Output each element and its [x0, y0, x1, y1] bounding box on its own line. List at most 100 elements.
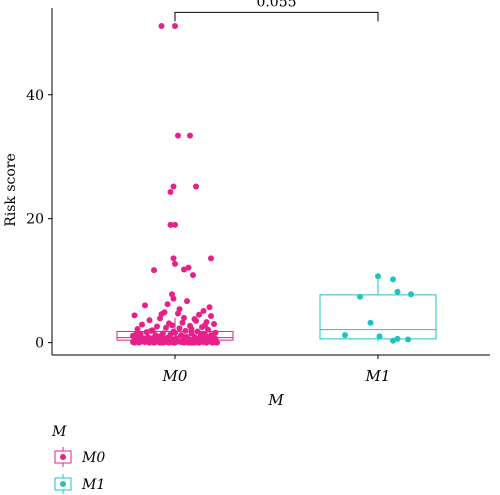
data-point — [211, 321, 217, 328]
data-point — [181, 314, 187, 321]
data-point — [390, 276, 396, 283]
y-tick-label: 20 — [26, 212, 44, 228]
data-point — [205, 326, 211, 333]
data-point — [158, 22, 165, 29]
data-point — [390, 337, 396, 344]
legend-item-m0: M0 — [54, 447, 105, 467]
data-point — [134, 325, 141, 332]
legend-item-label: M0 — [81, 450, 105, 466]
data-point — [136, 339, 142, 346]
data-point — [185, 264, 192, 271]
legend: M M0 M1 — [51, 424, 105, 494]
data-point — [188, 325, 195, 332]
x-axis-label: M — [267, 391, 284, 409]
legend-key-point — [60, 454, 66, 460]
data-point — [214, 339, 220, 346]
data-point — [208, 255, 214, 262]
bracket-line — [174, 11, 379, 22]
data-point — [172, 329, 178, 336]
data-point — [176, 306, 183, 313]
data-point — [172, 221, 178, 228]
data-point — [131, 339, 138, 346]
data-point — [196, 339, 202, 346]
data-point — [175, 132, 181, 139]
data-point — [167, 189, 174, 196]
data-point — [166, 339, 172, 346]
data-point — [394, 335, 401, 342]
y-axis-label: Risk score — [3, 153, 19, 227]
data-point — [184, 298, 190, 305]
data-point — [172, 339, 178, 346]
data-point — [209, 339, 216, 346]
data-point — [151, 267, 157, 274]
data-point — [148, 327, 154, 334]
box-m1 — [319, 276, 437, 342]
data-point — [181, 266, 187, 273]
data-point — [181, 334, 187, 341]
data-point — [191, 339, 198, 346]
legend-item-label: M1 — [81, 477, 105, 493]
data-point — [172, 260, 178, 267]
axes: 0 20 40 M0 M1 — [26, 88, 390, 385]
data-point — [143, 329, 150, 336]
data-point — [170, 255, 177, 262]
data-point — [342, 332, 348, 339]
data-point — [357, 293, 363, 300]
data-point — [367, 319, 374, 326]
data-point — [164, 301, 171, 308]
data-point — [151, 339, 157, 346]
data-point — [193, 183, 199, 190]
data-point — [158, 311, 165, 318]
data-point — [163, 324, 169, 331]
data-point — [199, 330, 205, 337]
data-point — [155, 336, 162, 343]
p-value-label: 0.055 — [256, 0, 296, 10]
data-point — [200, 308, 207, 315]
data-point — [169, 322, 175, 329]
y-tick-label: 40 — [26, 88, 44, 104]
data-point — [170, 183, 177, 190]
plot-area — [116, 22, 437, 346]
data-point — [172, 22, 178, 29]
data-point — [182, 327, 189, 334]
legend-title: M — [51, 424, 67, 440]
data-point — [196, 311, 202, 318]
data-point — [142, 302, 148, 309]
data-point — [140, 335, 147, 342]
data-point — [187, 132, 193, 139]
data-point — [194, 328, 201, 335]
data-point — [154, 323, 160, 330]
y-tick-label: 0 — [35, 336, 44, 352]
x-tick-label: M1 — [365, 367, 391, 385]
legend-item-m1: M1 — [54, 474, 105, 494]
data-point — [139, 321, 145, 328]
data-point — [203, 339, 210, 346]
data-point — [394, 288, 401, 295]
data-point — [131, 312, 138, 319]
data-point — [179, 319, 186, 326]
data-point — [208, 312, 214, 319]
data-point — [405, 336, 411, 343]
data-point — [206, 304, 213, 311]
data-point — [176, 325, 183, 332]
data-point — [146, 339, 153, 346]
data-point — [190, 272, 196, 279]
data-point — [160, 339, 166, 346]
data-point — [181, 339, 187, 346]
significance-annotation: 0.055 — [174, 0, 379, 22]
data-point — [408, 291, 414, 298]
data-point — [170, 295, 177, 302]
points-m0 — [130, 22, 220, 346]
data-point — [193, 317, 199, 324]
legend-key-point — [60, 481, 66, 487]
data-point — [133, 331, 139, 338]
box-body — [319, 294, 437, 340]
data-point — [167, 221, 174, 228]
data-point — [146, 317, 153, 324]
data-point — [202, 322, 208, 329]
data-point — [185, 339, 192, 346]
data-point — [208, 332, 214, 339]
data-point — [375, 273, 381, 280]
x-tick-label: M0 — [162, 367, 188, 385]
